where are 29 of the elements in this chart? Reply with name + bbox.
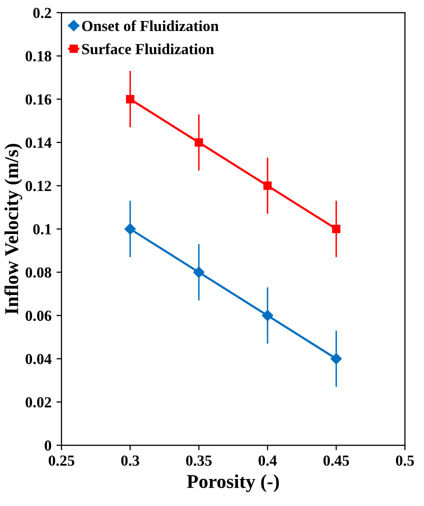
y-tick-label: 0.14 <box>26 138 52 148</box>
y-tick-label: 0.18 <box>26 51 52 62</box>
y-tick-label: 0.1 <box>33 224 51 234</box>
x-tick-label: 0.45 <box>323 455 350 466</box>
point <box>194 138 204 147</box>
x-tick-label: 0.5 <box>396 455 414 466</box>
y-axis-title: Inflow Velocity (m/s) <box>4 144 22 314</box>
point <box>330 353 342 364</box>
y-tick-label: 0.2 <box>33 8 52 18</box>
point <box>332 224 340 234</box>
x-tick-label: 0.4 <box>258 455 277 466</box>
x-axis-title: Porosity (-) <box>187 474 279 492</box>
y-tick-label: 0 <box>44 440 52 451</box>
legend-label: Onset of Fluidization <box>82 20 219 32</box>
legend-label: Surface Fluidization <box>82 43 214 54</box>
point <box>193 266 204 278</box>
point <box>263 182 272 190</box>
y-tick-label: 0.08 <box>26 267 52 278</box>
x-tick-label: 0.25 <box>48 455 74 466</box>
y-tick-label: 0.16 <box>26 94 52 105</box>
y-tick-label: 0.12 <box>26 180 52 192</box>
x-tick-label: 0.35 <box>186 455 212 466</box>
point <box>126 95 134 104</box>
y-tick-label: 0.06 <box>26 310 52 322</box>
y-tick-label: 0.04 <box>26 354 52 364</box>
point <box>124 223 136 235</box>
y-tick-label: 0.02 <box>26 397 52 408</box>
point <box>262 310 274 322</box>
x-tick-label: 0.3 <box>121 455 140 466</box>
